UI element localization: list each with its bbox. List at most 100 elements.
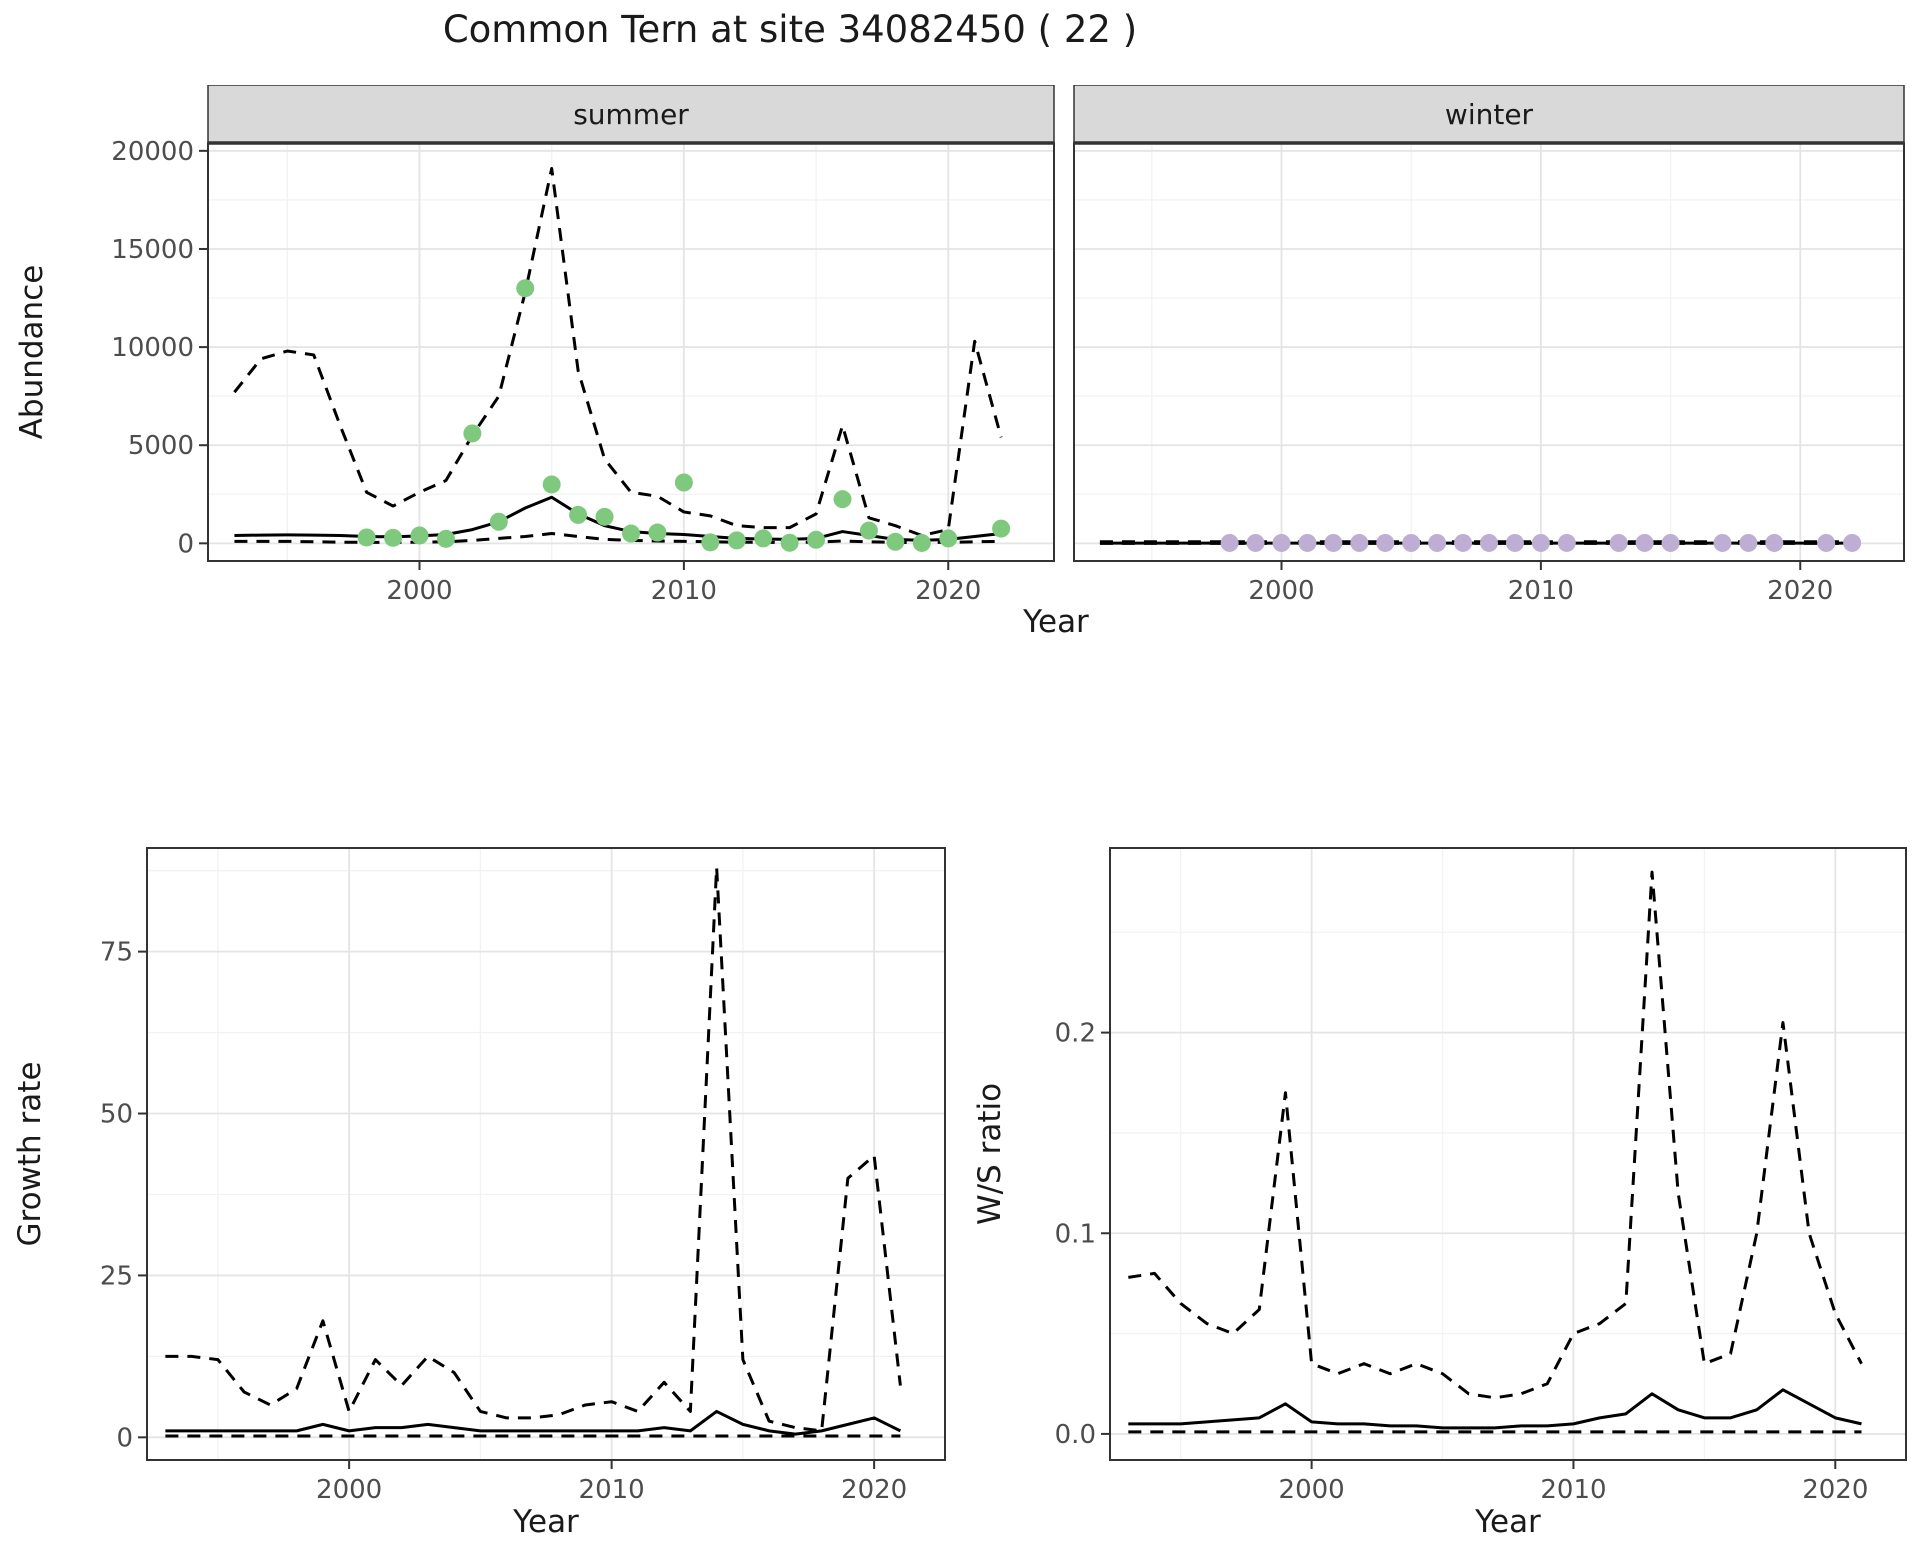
ws-ratio-chart: 2000 2010 2020 0.0 0.1 0.2 [1000, 840, 1920, 1540]
observed-count-point [1765, 533, 1784, 552]
axes: 2000 2010 2020 0 5000 10000 15000 20000 [111, 137, 981, 606]
y-tick-label: 0.0 [1055, 1420, 1096, 1450]
observed-count-point [1220, 533, 1239, 552]
observed-count-point [701, 533, 720, 552]
observed-count-point [1246, 533, 1265, 552]
series-group [165, 865, 902, 1438]
x-axis-label-year-top: Year [1023, 604, 1089, 640]
series-group [1128, 870, 1863, 1434]
axes: 2000 2010 2020 [1248, 561, 1833, 606]
observed-count-point [622, 524, 640, 543]
upper-ci-line [165, 865, 902, 1433]
y-axis-label-abundance: Abundance [14, 264, 50, 440]
observed-count-point [1739, 533, 1758, 552]
x-axis-label-year-ws: Year [1475, 1504, 1541, 1540]
chart-svg: summer 2000 2010 2020 0 5000 10000 15000 20000 [111, 84, 1055, 606]
observed-count-point [410, 526, 429, 545]
median-line [1128, 1388, 1862, 1430]
observed-count-point [780, 533, 799, 552]
observed-count-point [595, 507, 614, 526]
y-tick-label: 0.1 [1055, 1219, 1096, 1249]
observed-count-point [859, 521, 878, 540]
observed-count-point [833, 490, 852, 509]
lower-ci-line [234, 532, 1002, 545]
page-title: Common Tern at site 34082450 ( 22 ) [442, 8, 1138, 51]
x-tick-label: 2000 [1248, 576, 1314, 606]
axes: 2000 2010 2020 0 25 50 75 [100, 938, 907, 1505]
x-axis-label-year-growth: Year [513, 1504, 579, 1540]
observed-count-point [463, 424, 482, 443]
y-tick-label: 0 [177, 529, 194, 559]
observed-count-point [1609, 533, 1628, 552]
observed-count-point [1428, 533, 1447, 552]
observed-count-point [1843, 533, 1862, 552]
chart-svg: 2000 2010 2020 0.0 0.1 0.2 [1055, 847, 1907, 1505]
facet-strip: summer [207, 84, 1055, 145]
series-group [233, 167, 1011, 552]
upper-ci-line [233, 167, 1003, 537]
chart-svg: 2000 2010 2020 0 25 50 75 [100, 847, 946, 1505]
observed-count-point [489, 512, 508, 531]
winter-abundance-chart: winter 2000 2010 2020 [1066, 84, 1910, 645]
observed-count-point [1713, 533, 1732, 552]
x-tick-label: 2000 [316, 1475, 382, 1505]
observed-count-point [754, 529, 773, 548]
observed-count-point [939, 529, 958, 548]
observed-count-point [569, 505, 588, 524]
y-tick-label: 50 [100, 1100, 133, 1130]
x-tick-label: 2010 [579, 1475, 645, 1505]
observed-count-point [1324, 533, 1343, 552]
x-tick-label: 2020 [841, 1475, 907, 1505]
observed-count-point [1505, 533, 1524, 552]
observed-count-point [516, 279, 535, 298]
y-tick-label: 0.2 [1055, 1019, 1096, 1049]
y-axis-label-growth-rate: Growth rate [12, 1061, 48, 1247]
observed-count-point [1454, 533, 1473, 552]
observed-count-point [1531, 533, 1550, 552]
x-tick-label: 2000 [386, 576, 452, 606]
observed-count-point [436, 529, 455, 548]
panel-border [1109, 847, 1907, 1461]
y-tick-label: 25 [100, 1261, 133, 1291]
y-tick-label: 75 [100, 938, 133, 968]
summer-abundance-chart: summer 2000 2010 2020 0 5000 10000 15000 20000 [60, 84, 1060, 645]
observed-count-point [542, 475, 561, 494]
series-group [1099, 533, 1862, 552]
facet-strip-label: winter [1445, 98, 1534, 131]
observed-count-point [1376, 533, 1395, 552]
axes: 2000 2010 2020 0.0 0.1 0.2 [1055, 1019, 1869, 1505]
panel-border [146, 847, 946, 1461]
observed-count-point [1635, 533, 1654, 552]
observed-count-point [674, 473, 693, 492]
observed-count-point [886, 532, 905, 551]
observed-count-point [1817, 533, 1836, 552]
y-tick-label: 5000 [128, 431, 194, 461]
facet-strip-label: summer [573, 98, 689, 131]
observed-count-point [1402, 533, 1421, 552]
observed-count-point [1480, 533, 1498, 552]
observed-count-point [1298, 533, 1317, 552]
x-tick-label: 2010 [1508, 576, 1574, 606]
growth-rate-chart: 2000 2010 2020 0 25 50 75 [55, 840, 955, 1540]
y-tick-label: 20000 [111, 137, 194, 167]
y-tick-label: 10000 [111, 333, 194, 363]
observed-count-point [1557, 533, 1576, 552]
x-tick-label: 2020 [1802, 1475, 1868, 1505]
facet-strip: winter [1073, 84, 1905, 145]
x-tick-label: 2010 [651, 576, 717, 606]
y-tick-label: 15000 [111, 235, 194, 265]
observed-count-point [807, 530, 826, 549]
observed-count-point [648, 523, 667, 542]
gridlines [1074, 143, 1904, 561]
median-line [165, 1409, 902, 1436]
observed-count-point [992, 519, 1011, 538]
x-tick-label: 2020 [1767, 576, 1833, 606]
y-tick-label: 0 [116, 1423, 133, 1453]
observed-count-point [1272, 533, 1291, 552]
observed-count-point [384, 528, 403, 547]
chart-svg: winter 2000 2010 2020 [1073, 84, 1905, 606]
observed-count-point [1350, 533, 1369, 552]
observed-count-point [912, 533, 931, 552]
observed-count-point [727, 531, 746, 550]
